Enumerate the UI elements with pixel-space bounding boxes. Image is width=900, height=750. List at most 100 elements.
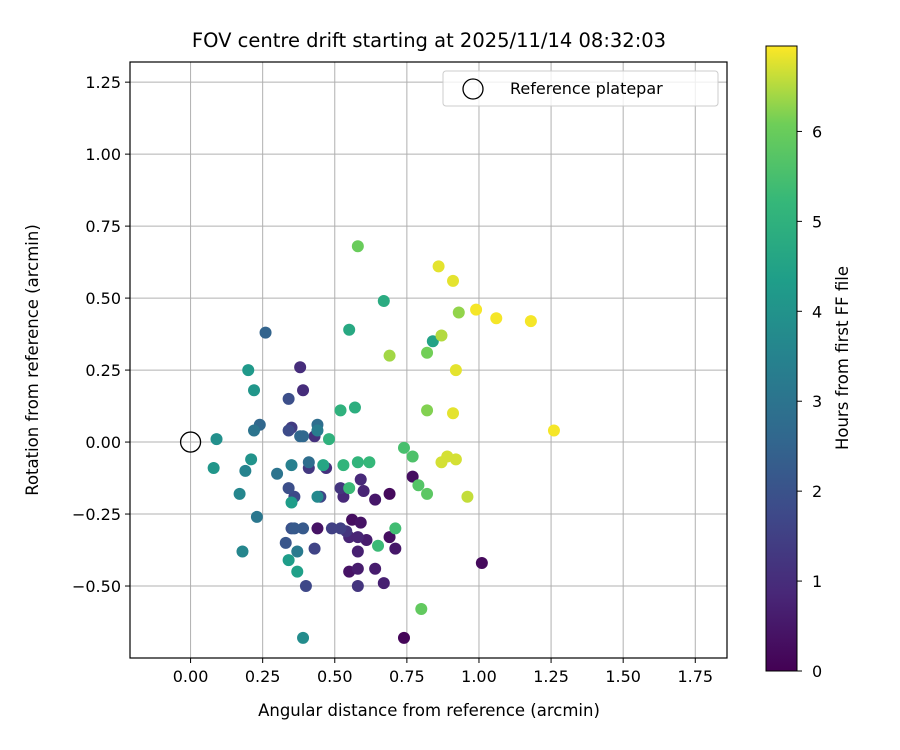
data-point [389, 522, 402, 535]
data-point [406, 470, 419, 483]
data-point [343, 323, 356, 336]
data-point [447, 407, 460, 420]
data-point [354, 516, 367, 529]
colorbar-tick-label: 6 [812, 122, 822, 141]
data-point [233, 487, 246, 500]
data-point [547, 424, 560, 437]
data-point [271, 467, 284, 480]
x-tick-label: 1.00 [461, 667, 497, 686]
data-point [461, 490, 474, 503]
data-point [421, 346, 434, 359]
data-point [524, 315, 537, 328]
data-point [369, 493, 382, 506]
data-point [279, 536, 292, 549]
x-axis-ticks: 0.00 0.25 0.50 0.75 1.00 1.25 1.50 1.75 [173, 658, 713, 686]
data-point [250, 510, 263, 523]
grid [130, 62, 727, 658]
data-point [282, 554, 295, 567]
data-point [207, 461, 220, 474]
chart-title: FOV centre drift starting at 2025/11/14 … [192, 29, 666, 52]
data-point [449, 453, 462, 466]
data-point [432, 260, 445, 273]
data-point [239, 464, 252, 477]
data-point [325, 522, 338, 535]
data-point [415, 603, 428, 616]
data-point [302, 456, 315, 469]
y-tick-label: 1.00 [85, 145, 121, 164]
colorbar-tick-label: 0 [812, 662, 822, 681]
y-tick-label: −0.25 [72, 505, 121, 524]
data-point [412, 479, 425, 492]
plot-frame [129, 61, 728, 659]
data-point [351, 240, 364, 253]
colorbar-tick-label: 4 [812, 302, 822, 321]
colorbar-tick-label: 5 [812, 212, 822, 231]
colorbar-gradient [765, 45, 798, 672]
data-point [311, 424, 324, 437]
y-tick-label: 0.50 [85, 289, 121, 308]
data-point [383, 531, 396, 544]
colorbar-tick-label: 2 [812, 482, 822, 501]
data-point [490, 312, 503, 325]
x-tick-label: 1.25 [533, 667, 569, 686]
data-point [334, 522, 347, 535]
data-point [334, 404, 347, 417]
data-point [245, 453, 258, 466]
data-point [299, 580, 312, 593]
data-point [351, 545, 364, 558]
x-tick-label: 0.50 [317, 667, 353, 686]
data-point [377, 294, 390, 307]
legend: Reference platepar [442, 70, 719, 107]
data-point [389, 542, 402, 555]
data-point [285, 459, 298, 472]
data-point [259, 326, 272, 339]
data-point [334, 482, 347, 495]
reference-platepar-marker [179, 431, 202, 453]
y-tick-label: 1.25 [85, 73, 121, 92]
data-point [348, 401, 361, 414]
data-point [282, 424, 295, 437]
data-point [297, 384, 310, 397]
data-point [294, 361, 307, 374]
data-point [377, 577, 390, 590]
data-point [372, 539, 385, 552]
data-point [351, 531, 364, 544]
data-point [369, 562, 382, 575]
x-axis-label: Angular distance from reference (arcmin) [258, 701, 600, 720]
data-point [297, 631, 310, 644]
data-point [452, 306, 465, 319]
colorbar-tick-label: 3 [812, 392, 822, 411]
data-point [397, 631, 410, 644]
colorbar-tick-label: 1 [812, 572, 822, 591]
data-point [426, 335, 439, 348]
data-point [475, 556, 488, 569]
data-point [363, 456, 376, 469]
data-points [207, 240, 560, 644]
legend-marker [462, 78, 484, 100]
data-point [285, 496, 298, 509]
data-point [357, 485, 370, 498]
data-point [291, 545, 304, 558]
legend-label: Reference platepar [510, 79, 663, 98]
data-point [248, 384, 261, 397]
data-point [297, 522, 310, 535]
data-point [291, 565, 304, 578]
data-point [449, 364, 462, 377]
colorbar-label: Hours from first FF file [833, 266, 852, 450]
data-point [311, 522, 324, 535]
y-axis-ticks: −0.50 −0.25 0.00 0.25 0.50 0.75 1.00 1.25 [72, 73, 130, 596]
x-tick-label: 0.25 [245, 667, 281, 686]
data-point [383, 349, 396, 362]
data-point [354, 473, 367, 486]
y-tick-label: 0.25 [85, 361, 121, 380]
x-tick-label: 1.50 [605, 667, 641, 686]
data-point [351, 580, 364, 593]
y-tick-label: −0.50 [72, 577, 121, 596]
x-tick-label: 0.00 [173, 667, 209, 686]
x-tick-label: 1.75 [677, 667, 713, 686]
data-point [248, 424, 261, 437]
data-point [351, 562, 364, 575]
data-point [351, 456, 364, 469]
data-point [288, 522, 301, 535]
